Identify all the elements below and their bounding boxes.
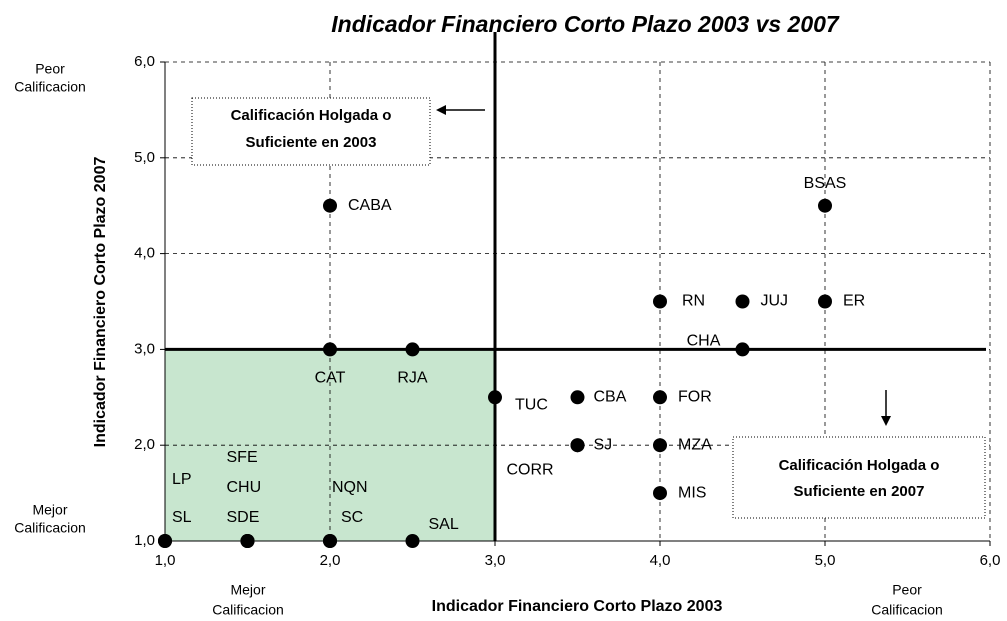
x-right-note: Peor (892, 582, 922, 598)
point-label: TUC (515, 397, 548, 414)
x-tick-label: 1,0 (155, 552, 176, 569)
y-tick-label: 4,0 (134, 245, 155, 262)
point-label: NQN (332, 479, 368, 496)
point (818, 294, 832, 309)
chart-title: Indicador Financiero Corto Plazo 2003 vs… (331, 11, 840, 37)
y-top-note: Calificacion (14, 79, 86, 95)
arrow-head (436, 105, 446, 115)
y-axis-label: Indicador Financiero Corto Plazo 2007 (92, 157, 109, 448)
point (323, 342, 337, 357)
x-left-note: Mejor (230, 582, 265, 598)
point (735, 342, 750, 357)
y-tick-label: 5,0 (134, 149, 155, 166)
x-tick-label: 4,0 (650, 552, 671, 569)
x-axis-label: Indicador Financiero Corto Plazo 2003 (432, 598, 723, 615)
point (405, 342, 420, 357)
point-label: CAT (315, 370, 346, 387)
point (488, 390, 502, 405)
x-left-note: Calificacion (212, 602, 284, 618)
point-label: JUJ (761, 293, 789, 310)
point (570, 390, 585, 405)
point-label: SC (341, 509, 363, 526)
x-right-note: Calificacion (871, 602, 943, 618)
point-label: SL (172, 509, 192, 526)
point (653, 486, 667, 501)
point-label: RN (682, 293, 705, 310)
annotation: Calificación Holgada o (779, 457, 940, 474)
point-label: LP (172, 471, 192, 488)
y-tick-label: 2,0 (134, 436, 155, 453)
point (323, 534, 337, 548)
y-bottom-note: Mejor (32, 502, 67, 518)
annotation-box (732, 436, 986, 519)
point-label: SFE (227, 449, 258, 466)
point-label: MZA (678, 436, 712, 453)
annotation: Suficiente en 2003 (246, 134, 377, 151)
point (323, 198, 337, 213)
point (570, 438, 585, 453)
point (240, 534, 255, 548)
point-label: SDE (227, 509, 260, 526)
point-label: RJA (397, 370, 428, 387)
point-label: CBA (594, 389, 627, 406)
y-top-note: Peor (35, 61, 65, 77)
y-tick-label: 6,0 (134, 53, 155, 70)
annotation: Suficiente en 2007 (794, 483, 925, 500)
x-tick-label: 5,0 (815, 552, 836, 569)
point (653, 294, 667, 309)
x-tick-label: 6,0 (980, 552, 1001, 569)
point (735, 294, 750, 309)
arrow-head (881, 416, 891, 426)
point (653, 390, 667, 405)
y-tick-label: 3,0 (134, 340, 155, 357)
point (653, 438, 667, 453)
x-tick-label: 3,0 (485, 552, 506, 569)
point-label: CABA (348, 197, 392, 214)
y-tick-label: 1,0 (134, 532, 155, 549)
point (405, 534, 420, 548)
point-label: CHU (227, 479, 262, 496)
point-label: SJ (594, 436, 613, 453)
point-label: CHA (687, 333, 721, 350)
point (818, 198, 832, 213)
point-label: SAL (429, 516, 459, 533)
point (158, 534, 172, 548)
y-bottom-note: Calificacion (14, 520, 86, 536)
annotation: Calificación Holgada o (231, 107, 392, 124)
annotation-box (191, 97, 431, 166)
x-tick-label: 2,0 (320, 552, 341, 569)
point-label: FOR (678, 389, 712, 406)
point-label: CORR (507, 461, 554, 478)
point-label: BSAS (804, 175, 847, 192)
point-label: MIS (678, 484, 706, 501)
point-label: ER (843, 293, 865, 310)
